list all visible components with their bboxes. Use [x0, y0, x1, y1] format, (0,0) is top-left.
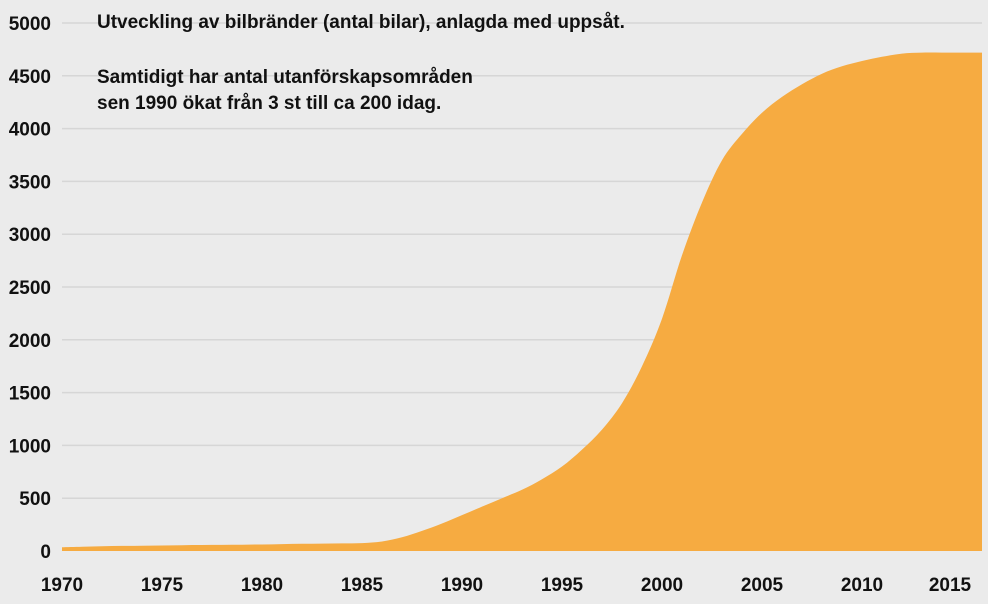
- x-tick-label-1995: 1995: [541, 575, 584, 596]
- y-tick-label-4500: 4500: [9, 67, 51, 88]
- x-tick-label-2015: 2015: [929, 575, 972, 596]
- x-tick-label-1980: 1980: [241, 575, 283, 596]
- annotation-line-3: sen 1990 ökat från 3 st till ca 200 idag…: [97, 93, 441, 114]
- x-tick-label-2010: 2010: [841, 575, 883, 596]
- annotation-line-2: Samtidigt har antal utanförskapsområden: [97, 67, 473, 88]
- x-tick-label-2000: 2000: [641, 575, 683, 596]
- y-tick-label-1000: 1000: [9, 436, 51, 457]
- annotation-line-1: Utveckling av bilbränder (antal bilar), …: [97, 12, 625, 33]
- x-tick-label-1985: 1985: [341, 575, 384, 596]
- y-tick-label-1500: 1500: [9, 384, 51, 405]
- x-axis-tick-labels: 1970 1975 1980 1985 1990 1995 2000 2005 2010 2015: [41, 575, 972, 596]
- y-tick-label-2000: 2000: [9, 331, 51, 352]
- y-tick-label-4000: 4000: [9, 120, 51, 141]
- y-tick-label-0: 0: [40, 542, 51, 563]
- y-axis-tick-labels: 0 500 1000 1500 2000 2500 3000 3500 4000 4500 5000: [9, 14, 51, 563]
- area-series: [62, 52, 982, 552]
- x-tick-label-2005: 2005: [741, 575, 784, 596]
- page-margin: [988, 0, 997, 604]
- chart-annotations: Utveckling av bilbränder (antal bilar), …: [97, 12, 625, 114]
- x-tick-label-1975: 1975: [141, 575, 184, 596]
- x-tick-label-1970: 1970: [41, 575, 83, 596]
- y-tick-label-500: 500: [19, 489, 51, 510]
- y-tick-label-3500: 3500: [9, 172, 51, 193]
- area-fill: [62, 52, 982, 552]
- y-tick-label-2500: 2500: [9, 278, 51, 299]
- y-tick-label-5000: 5000: [9, 14, 51, 35]
- x-tick-label-1990: 1990: [441, 575, 483, 596]
- y-tick-label-3000: 3000: [9, 225, 51, 246]
